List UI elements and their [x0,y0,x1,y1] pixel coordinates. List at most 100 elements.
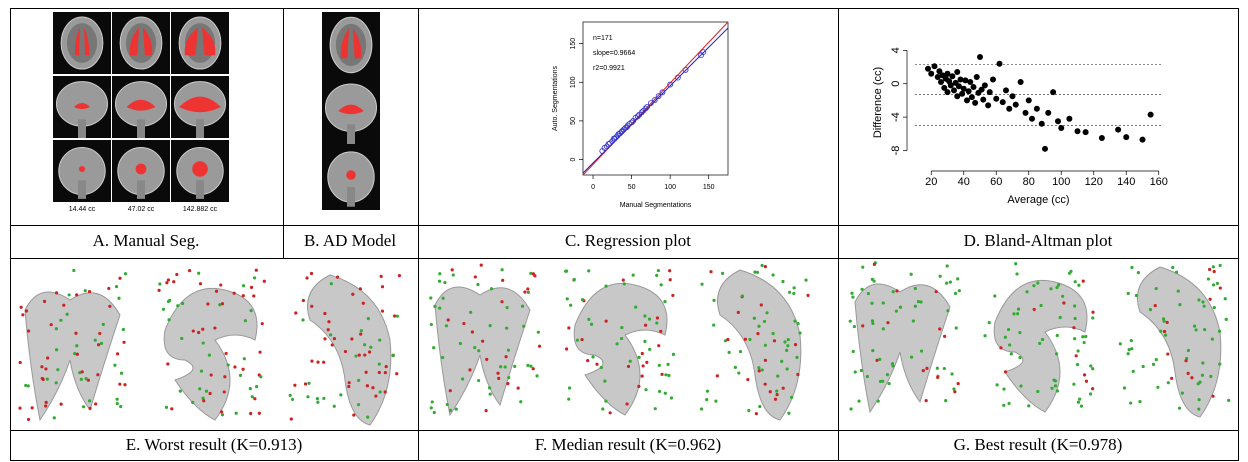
surface-dot [354,354,358,358]
surface-dot [948,280,952,284]
point [964,97,970,104]
surface-dot [1016,312,1020,316]
surface-dot [206,302,210,306]
surface-dot [647,317,652,321]
annotation: n=171 [593,35,613,42]
surface-dot [21,313,25,317]
surface-dot [18,360,22,365]
surface-dot [601,407,605,411]
surface-dot [957,289,961,293]
surface-dot [249,285,254,289]
surface-dot [945,281,949,285]
surface-dot [454,407,458,411]
ventricle [184,27,216,56]
point [667,81,674,88]
surface-dot [909,272,913,276]
surface-dot [763,265,767,269]
surface-dot [357,353,361,357]
ventricle [126,99,156,111]
surface-dot [476,282,480,287]
caption: A. Manual Seg. [93,231,200,250]
surface-dot [1148,308,1153,312]
surface-dot [191,400,195,404]
surface-dot [1073,337,1077,341]
point [1115,126,1122,133]
surface-dot [473,275,477,279]
surface-dot [437,279,442,283]
surface-dot [259,375,263,379]
surface-dot [335,275,340,279]
surface-dot [660,372,664,376]
surface-dot [359,332,363,336]
surface-dot [443,280,447,285]
surface-dot [1212,305,1216,310]
surface-dot [477,349,481,353]
volume-label: 14.44 cc [69,206,96,213]
surface-dot [1197,298,1201,302]
surface-dot [667,373,671,378]
surface-dot [1197,407,1201,411]
point [955,83,962,90]
point [954,93,961,100]
surface-dot [848,319,852,323]
surface-dot [363,343,367,347]
point [934,74,941,81]
surface-dot [643,323,648,327]
surface-dot [621,278,625,282]
surface-dot [787,411,791,415]
surface-dot [42,299,47,303]
surface-dot [1002,403,1006,407]
surface-dot [653,407,657,411]
surface-dot [1050,386,1054,390]
point [954,69,961,76]
surface-dot [371,386,375,390]
point [967,79,974,86]
surface-dot [446,318,450,322]
surface-dot [857,399,861,403]
point [949,73,956,80]
surface-dot [634,305,638,309]
surface-dot [44,404,48,408]
surface-dot [1053,384,1058,388]
surface-dot [1171,265,1175,270]
surface-dot [93,338,97,342]
surface-dot [526,290,530,294]
surface-dot [871,349,875,353]
point [1006,105,1013,112]
surface-dot [714,399,718,403]
surface-dot [1154,286,1158,291]
brainstem [78,180,86,199]
surface-dot [852,324,856,329]
surface-dot [721,271,725,275]
surface-dot [432,410,436,415]
surface-dot [603,379,607,383]
point [925,65,931,72]
y-axis-label: Auto. Segmentations [552,66,559,131]
ventricle [129,27,153,56]
point [1147,111,1154,118]
surface-dot [886,321,890,325]
surface-dot [657,363,661,367]
surface-dot [916,299,921,304]
surface-dot [187,269,192,273]
point [1055,118,1061,125]
surface-dot [771,273,775,277]
surface-dot [220,302,225,306]
surface-dot [755,270,760,274]
surface-dot [115,401,119,406]
surface-dot [1049,287,1053,291]
surface-dot [866,291,870,296]
point [1038,120,1045,127]
point [624,122,631,129]
surface-dot [1027,404,1031,408]
surface-dot [1055,389,1059,393]
point [959,90,966,97]
surface-dot [198,282,203,286]
x-tick-label: 80 [1023,176,1035,188]
surface-dot [40,365,44,369]
surface-dot [118,276,122,280]
surface-dot [54,291,59,295]
surface-dot [503,365,507,369]
point [999,99,1006,106]
surface-dot [377,362,381,366]
